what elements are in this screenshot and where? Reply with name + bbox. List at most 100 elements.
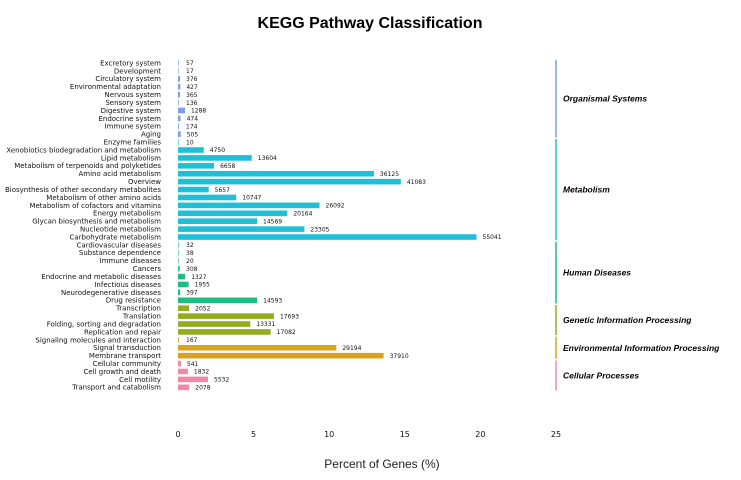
bar (178, 107, 185, 114)
bar (178, 170, 374, 177)
value-label: 13604 (258, 155, 277, 162)
category-label: Aging (141, 131, 161, 139)
category-label: Neurodegenerative diseases (61, 289, 161, 297)
bar (178, 337, 179, 343)
x-axis: 0 5 10 15 20 25 (175, 430, 561, 439)
bar (178, 91, 180, 98)
bar (178, 139, 179, 145)
category-label: Replication and repair (84, 328, 161, 336)
value-label: 57 (186, 60, 194, 67)
value-label: 29194 (342, 345, 361, 352)
value-label: 20164 (293, 210, 312, 217)
category-label: Circulatory system (95, 75, 161, 83)
group-label: Cellular Processes (563, 370, 639, 380)
bar (178, 329, 271, 335)
value-label: 20 (186, 258, 194, 265)
bar (178, 186, 209, 193)
value-label: 10 (186, 139, 194, 146)
group-label: Environmental Information Processing (563, 343, 720, 353)
bar (178, 115, 181, 122)
category-label: Signaling molecules and interaction (35, 336, 161, 344)
category-label: Excretory system (100, 59, 161, 67)
bar (178, 123, 179, 130)
value-label: 1955 (195, 282, 210, 289)
bar (178, 226, 305, 232)
category-label: Endocrine system (98, 115, 161, 123)
value-label: 17693 (280, 313, 299, 320)
bar (178, 250, 179, 256)
bar (178, 131, 181, 137)
bar (178, 76, 181, 82)
category-label: Transport and catabolism (71, 384, 161, 392)
bar (178, 297, 258, 304)
category-label: Environmental adaptation (70, 83, 161, 91)
bar (178, 265, 180, 272)
category-label: Amino acid metabolism (79, 170, 162, 178)
group-label: Metabolism (563, 185, 610, 195)
category-label: Metabolism of terpenoids and polyketides (14, 162, 161, 170)
category-label: Overview (128, 178, 161, 186)
category-label: Metabolism of other amino acids (46, 194, 161, 202)
value-label: 365 (186, 92, 198, 99)
category-label: Enzyme families (104, 139, 162, 147)
bar (178, 60, 179, 66)
value-label: 5657 (215, 187, 230, 194)
category-label: Development (114, 67, 161, 75)
bar (178, 352, 384, 359)
bar (178, 194, 237, 201)
value-label: 136 (186, 100, 198, 107)
value-label: 17082 (277, 329, 296, 336)
group-brackets: Organismal Systems Metabolism Human Diseas… (555, 59, 720, 391)
bar (178, 384, 190, 391)
category-label: Transcription (115, 305, 161, 313)
value-label: 37910 (390, 353, 409, 360)
group-label: Organismal Systems (563, 94, 647, 104)
value-label: 4750 (210, 147, 225, 154)
category-label: Digestive system (101, 107, 162, 115)
value-label: 10747 (242, 195, 261, 202)
value-label: 55041 (483, 234, 502, 241)
value-label: 1832 (194, 369, 209, 376)
value-label: 308 (186, 266, 198, 273)
category-label: Drug resistance (106, 297, 161, 305)
bar (178, 313, 274, 319)
bar (178, 305, 190, 312)
value-label: 541 (187, 361, 199, 368)
x-tick-label: 15 (400, 430, 410, 439)
bar (178, 155, 252, 161)
bar (178, 99, 179, 106)
category-label: Cancers (133, 265, 162, 273)
category-label: Signal transduction (93, 344, 161, 352)
bar (178, 210, 288, 217)
category-label: Cardiovascular diseases (76, 241, 161, 249)
bars (178, 60, 477, 391)
value-label: 38 (186, 250, 194, 257)
value-label: 13331 (256, 321, 275, 328)
category-label: Membrane transport (89, 352, 161, 360)
category-label: Cell motility (119, 376, 161, 384)
value-label: 427 (186, 84, 198, 91)
category-label: Infectious diseases (94, 281, 161, 289)
category-label: Energy metabolism (93, 210, 161, 218)
bar (178, 281, 189, 288)
category-label: Xenobiotics biodegradation and metabolis… (6, 146, 161, 154)
category-label: Carbohydrate metabolism (70, 233, 162, 241)
category-label: Sensory system (105, 99, 161, 107)
value-label: 41083 (407, 179, 426, 186)
value-label: 26092 (326, 203, 345, 210)
x-tick-label: 20 (475, 430, 485, 439)
bar (178, 234, 477, 240)
group-label: Human Diseases (563, 268, 631, 278)
value-label: 376 (186, 76, 198, 83)
bar (178, 344, 337, 351)
x-tick-label: 0 (175, 430, 180, 439)
x-tick-label: 5 (251, 430, 256, 439)
value-label: 174 (186, 123, 198, 130)
value-label: 36125 (380, 171, 399, 178)
bar (178, 178, 401, 185)
group-label: Genetic Information Processing (563, 315, 692, 325)
category-label: Nucleotide metabolism (80, 226, 161, 234)
bar (178, 376, 209, 383)
